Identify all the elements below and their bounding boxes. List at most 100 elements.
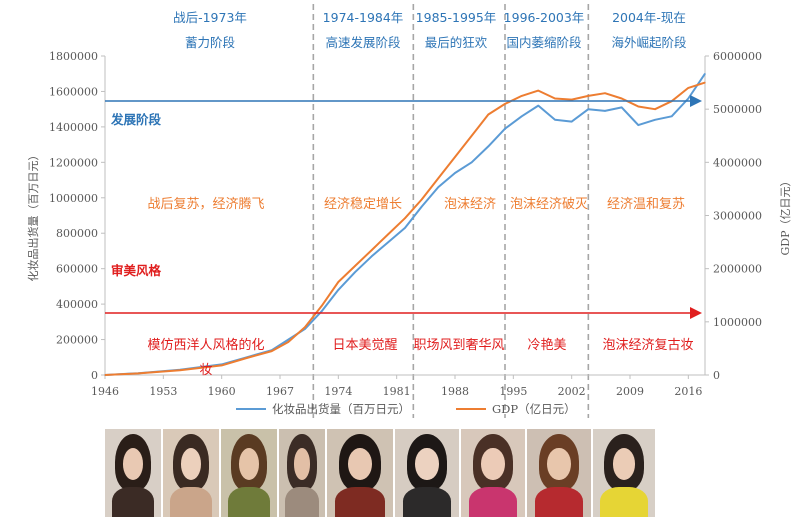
x-tick-label: 1988: [441, 385, 469, 398]
x-tick-label: 1953: [149, 385, 177, 398]
y-tick-label: 800000: [56, 227, 98, 240]
photo-face: [415, 448, 439, 481]
period-dividers: [312, 4, 590, 418]
data-point-shipment: [287, 338, 290, 341]
photo-clothing: [284, 487, 320, 517]
y2-tick-label: 4000000: [713, 156, 762, 169]
data-point-shipment: [687, 97, 690, 100]
data-point-gdp: [404, 217, 406, 219]
y2-tick-label: 1000000: [713, 316, 762, 329]
economy-label: 战后复苏，经济腾飞: [147, 196, 264, 212]
economy-label: 泡沫经济破灭: [510, 197, 588, 212]
data-point-gdp: [620, 97, 623, 100]
data-point-gdp: [487, 113, 490, 116]
y-tick-label: 1800000: [49, 50, 98, 63]
data-point-shipment: [637, 124, 640, 126]
y-tick-label: 1200000: [49, 156, 98, 169]
photo-face: [348, 448, 372, 481]
data-point-shipment: [320, 310, 323, 313]
data-point-shipment: [520, 115, 523, 118]
style-photo: [163, 429, 219, 517]
data-point-shipment: [454, 172, 456, 174]
period-title: 战后-1973年: [173, 10, 247, 25]
data-point-gdp: [604, 92, 606, 95]
data-point-gdp: [454, 156, 456, 158]
period-title: 1996-2003年: [504, 10, 585, 25]
style-photo: [395, 429, 459, 517]
y-tick-label: 400000: [56, 298, 98, 311]
data-point-gdp: [537, 89, 540, 92]
data-point-shipment: [354, 271, 356, 274]
data-point-gdp: [304, 326, 306, 328]
data-point-gdp: [654, 108, 656, 110]
legend-label-gdp: GDP（亿日元）: [492, 402, 576, 416]
x-tick-label: 1946: [91, 385, 119, 398]
photo-clothing: [468, 487, 518, 517]
period-subtitle: 蓄力阶段: [185, 35, 235, 50]
data-point-gdp: [704, 81, 706, 84]
data-point-shipment: [404, 227, 406, 229]
data-point-shipment: [587, 108, 590, 110]
period-subtitle: 国内萎缩阶段: [506, 35, 581, 50]
period-title: 1985-1995年: [416, 10, 497, 25]
x-tick-label: 1960: [208, 385, 236, 398]
series-line-shipment: [104, 73, 706, 376]
style-photo-strip: [105, 429, 665, 517]
legend: 化妆品出货量（百万日元） GDP（亿日元）: [236, 402, 576, 416]
style-photo: [221, 429, 277, 517]
photo-face: [293, 448, 311, 481]
y2-axis-title: GDP（亿日元）: [779, 175, 792, 255]
data-point-gdp: [637, 105, 640, 108]
data-point-gdp: [387, 233, 390, 235]
style-label: 冷艳美: [527, 337, 566, 353]
data-point-shipment: [387, 241, 390, 243]
style-photo: [527, 429, 591, 517]
photo-face: [481, 448, 505, 481]
axes: 0 200000 400000 600000 800000 1000000 1200000 1…: [26, 50, 792, 398]
x-tick-label: 1981: [383, 385, 411, 398]
series-line-gdp: [104, 81, 706, 376]
photo-clothing: [600, 487, 648, 517]
period-subtitle: 最后的狂欢: [425, 35, 488, 50]
photo-face: [122, 448, 144, 481]
economy-label: 经济稳定增长: [324, 196, 402, 212]
data-point-shipment: [337, 289, 340, 291]
style-photo: [105, 429, 161, 517]
data-point-gdp: [687, 87, 690, 89]
y-tick-label: 600000: [56, 263, 98, 276]
data-point-gdp: [270, 350, 273, 352]
data-point-shipment: [537, 104, 540, 107]
y-tick-label: 1600000: [49, 85, 98, 98]
data-point-shipment: [470, 161, 473, 164]
data-point-shipment: [704, 72, 706, 75]
data-point-gdp: [337, 281, 340, 283]
economy-label: 经济温和复苏: [607, 196, 685, 212]
x-tick-label: 2016: [674, 385, 702, 398]
data-point-shipment: [604, 110, 606, 112]
style-photo: [461, 429, 525, 517]
photo-clothing: [227, 487, 271, 517]
y2-tick-label: 3000000: [713, 210, 762, 223]
legend-label-shipment: 化妆品出货量（百万日元）: [272, 402, 410, 416]
data-point-shipment: [654, 119, 656, 121]
y2-tick-label: 6000000: [713, 50, 762, 63]
period-title: 1974-1984年: [323, 10, 404, 25]
period-subtitle: 高速发展阶段: [325, 35, 400, 50]
data-point-gdp: [587, 95, 590, 97]
data-point-gdp: [470, 134, 473, 137]
y-tick-label: 1000000: [49, 192, 98, 205]
data-point-gdp: [179, 369, 181, 372]
y2-tick-label: 0: [713, 369, 720, 382]
data-point-gdp: [104, 374, 106, 376]
style-photo: [327, 429, 393, 517]
data-point-gdp: [437, 177, 440, 180]
data-point-gdp: [570, 98, 573, 101]
data-point-shipment: [570, 120, 573, 123]
y-tick-label: 200000: [56, 334, 98, 347]
data-point-shipment: [487, 145, 490, 148]
data-point-gdp: [320, 305, 323, 307]
data-point-gdp: [287, 341, 290, 343]
